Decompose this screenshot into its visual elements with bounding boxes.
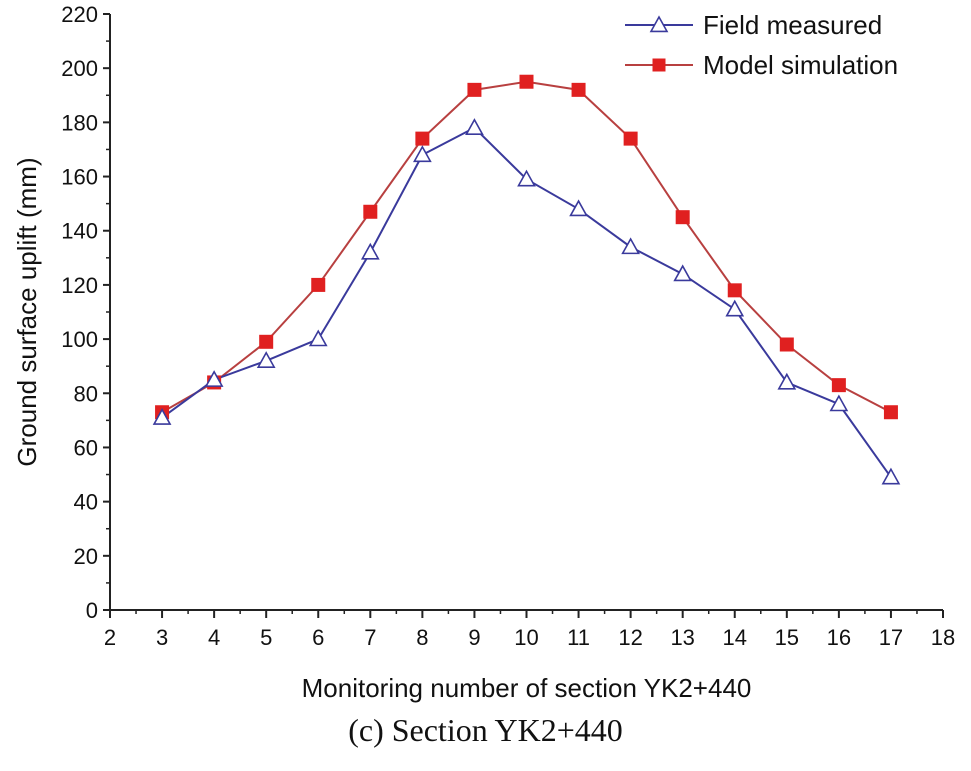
- model-simulation-point: [779, 337, 794, 352]
- field-measured-point: [725, 299, 745, 317]
- y-tick-label: 140: [61, 219, 98, 244]
- model-simulation-point: [311, 277, 326, 292]
- model-simulation-point: [415, 131, 430, 146]
- field-measured-point: [569, 199, 588, 217]
- y-tick-label: 80: [74, 381, 98, 406]
- x-tick-label: 10: [514, 625, 538, 650]
- y-tick-label: 120: [61, 273, 98, 298]
- legend-label: Model simulation: [703, 50, 898, 80]
- field-measured-point: [829, 394, 849, 412]
- x-tick-label: 5: [260, 625, 272, 650]
- y-tick-label: 180: [61, 110, 98, 135]
- x-tick-label: 16: [827, 625, 851, 650]
- field-measured-point: [413, 145, 432, 163]
- field-measured-point: [308, 329, 328, 347]
- model-simulation-point: [363, 204, 378, 219]
- legend-triangle-marker: [649, 15, 669, 33]
- legend: Field measured Model simulation: [625, 10, 898, 80]
- y-axis-label: Ground surface uplift (mm): [12, 157, 42, 466]
- model-simulation-point: [519, 74, 534, 89]
- model-simulation-point: [259, 334, 274, 349]
- field-measured-point: [360, 242, 380, 260]
- model-simulation-point: [623, 131, 638, 146]
- y-tick-label: 40: [74, 490, 98, 515]
- y-tick-label: 160: [61, 165, 98, 190]
- axes-layer: 0 20 40 60 80 100 120 140 160 180 200 220 2 3 4 5 6 7 8 9 10…: [61, 2, 955, 650]
- figure-caption: (c) Section YK2+440: [348, 712, 623, 748]
- x-tick-label: 13: [670, 625, 694, 650]
- legend-square-marker: [652, 58, 666, 72]
- x-tick-label: 7: [364, 625, 376, 650]
- x-tick-label: 3: [156, 625, 168, 650]
- x-tick-label: 17: [879, 625, 903, 650]
- chart: 0 20 40 60 80 100 120 140 160 180 200 220 2 3 4 5 6 7 8 9 10…: [12, 2, 955, 703]
- x-tick-label: 14: [723, 625, 747, 650]
- x-tick-label: 8: [416, 625, 428, 650]
- y-tick-label: 220: [61, 2, 98, 27]
- y-tick-label: 0: [86, 598, 98, 623]
- field-measured-point: [204, 370, 224, 387]
- x-tick-label: 6: [312, 625, 324, 650]
- field-measured-point: [152, 408, 172, 425]
- x-tick-label: 2: [104, 625, 116, 650]
- model-simulation-point: [883, 405, 898, 420]
- series-layer: [152, 74, 901, 485]
- y-tick-label: 100: [61, 327, 98, 352]
- x-tick-label: 9: [468, 625, 480, 650]
- y-tick-label: 200: [61, 56, 98, 81]
- field-measured-point: [465, 118, 484, 135]
- y-tick-label: 60: [74, 435, 98, 460]
- legend-label: Field measured: [703, 10, 882, 40]
- model-simulation-point: [571, 82, 586, 97]
- field-measured-point: [673, 264, 693, 282]
- x-tick-label: 15: [775, 625, 799, 650]
- model-simulation-point: [831, 378, 846, 393]
- field-measured-point: [621, 237, 640, 255]
- x-tick-label: 12: [618, 625, 642, 650]
- x-tick-label: 18: [931, 625, 955, 650]
- field-measured-point: [256, 351, 276, 368]
- model-simulation-point: [675, 210, 690, 225]
- field-measured-point: [881, 467, 901, 485]
- x-axis-label: Monitoring number of section YK2+440: [302, 673, 752, 703]
- field-measured-point: [777, 372, 797, 390]
- x-tick-label: 4: [208, 625, 220, 650]
- model-simulation-point: [727, 283, 742, 298]
- y-tick-label: 20: [74, 544, 98, 569]
- model-simulation-point: [467, 82, 482, 97]
- field-measured-point: [517, 169, 536, 187]
- x-tick-label: 11: [567, 625, 590, 650]
